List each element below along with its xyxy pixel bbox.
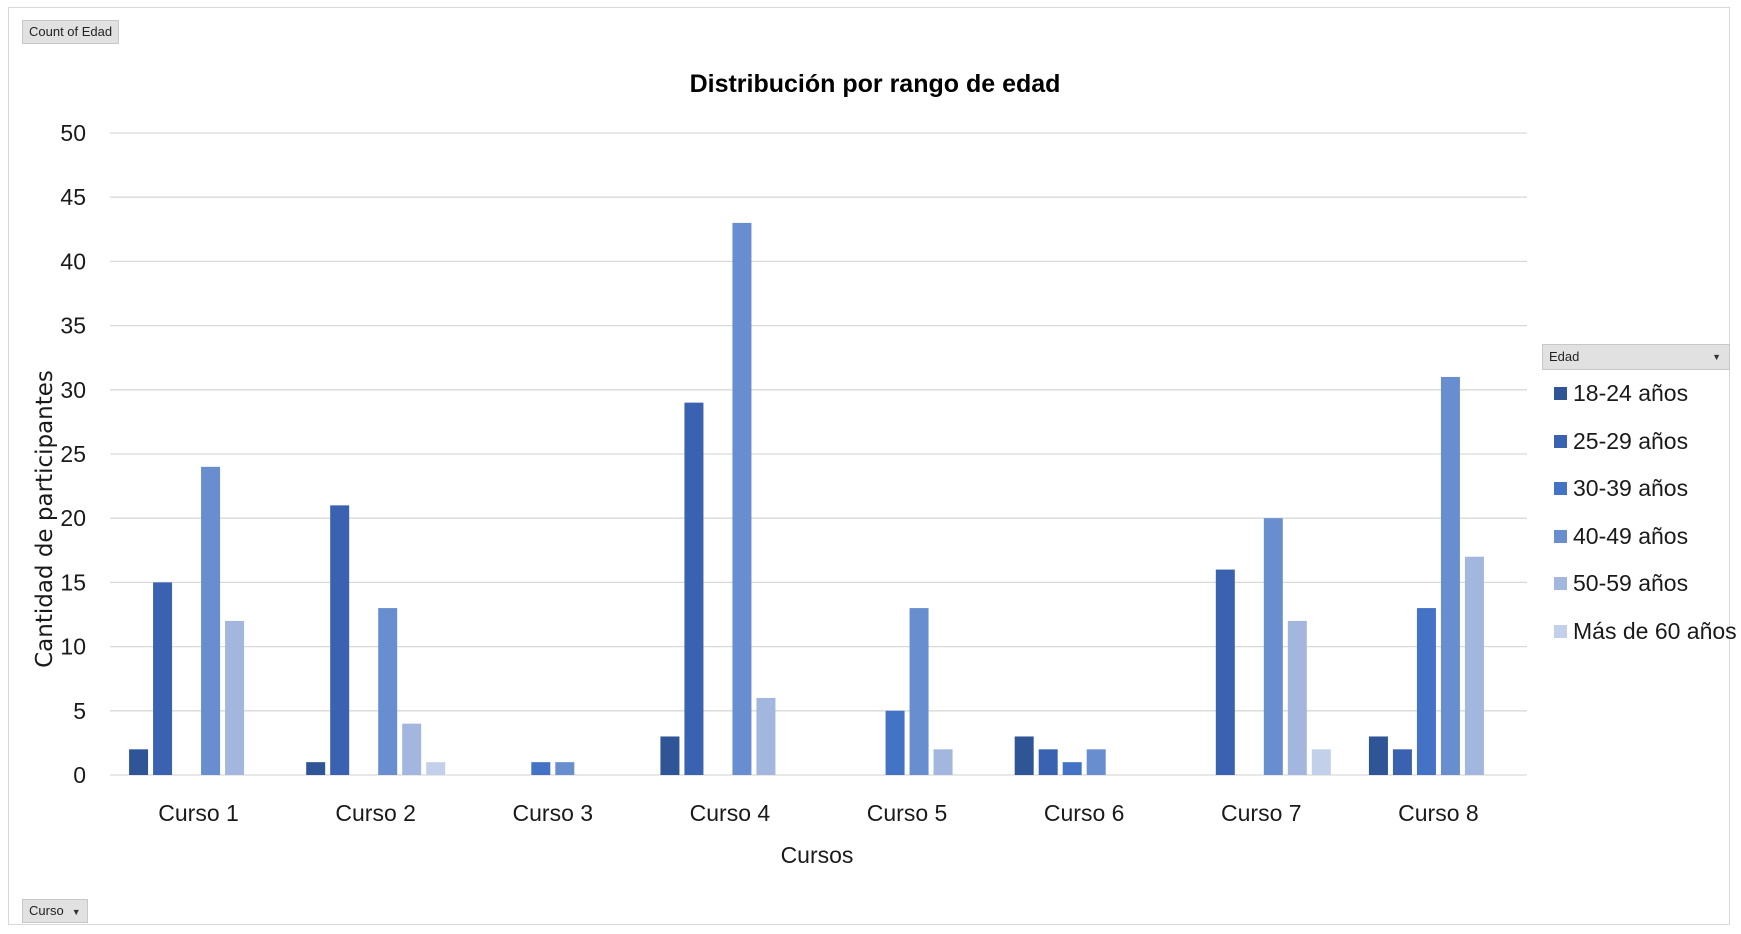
bar-7-5	[1287, 620, 1307, 775]
y-tick-label: 25	[60, 441, 86, 467]
legend-swatch	[1554, 577, 1567, 591]
row-field-label: Curso	[29, 903, 64, 918]
chevron-down-icon[interactable]: ▼	[1712, 352, 1721, 362]
bar-2-6	[426, 762, 446, 775]
gridlines	[110, 132, 1527, 776]
bar-2-5	[402, 723, 422, 775]
y-tick-label: 50	[60, 120, 86, 146]
bar-1-1	[129, 749, 149, 775]
legend-swatch	[1554, 624, 1567, 638]
bar-2-1	[306, 762, 326, 775]
legend-label: Más de 60 años	[1573, 617, 1737, 644]
x-tick-label: Curso 7	[1221, 800, 1302, 826]
legend-label: 25-29 años	[1573, 427, 1689, 454]
bar-4-2	[684, 402, 704, 775]
chevron-down-icon[interactable]: ▼	[71, 907, 81, 917]
legend-label: 30-39 años	[1573, 475, 1689, 502]
bar-7-2	[1215, 569, 1235, 775]
chart-frame	[8, 7, 1730, 925]
y-axis-ticks: 0 5 10 15 20 25 30 35 40 45 50	[60, 120, 86, 788]
y-tick-label: 45	[60, 184, 86, 210]
bar-4-1	[660, 736, 680, 775]
bar-7-6	[1311, 749, 1331, 775]
bar-4-5	[756, 697, 776, 775]
legend-item[interactable]: 40-49 años	[1542, 513, 1730, 561]
y-tick-label: 30	[60, 377, 86, 403]
bar-8-1	[1368, 736, 1388, 775]
bar-1-4	[201, 466, 221, 775]
y-tick-label: 0	[73, 762, 86, 788]
legend: Edad ▼ 18-24 años 25-29 años 30-39 años 40-…	[1542, 344, 1737, 656]
y-axis-label: Cantidad de participantes	[32, 370, 58, 668]
legend-item[interactable]: 18-24 años	[1542, 370, 1730, 418]
x-tick-label: Curso 8	[1398, 800, 1479, 826]
y-tick-label: 40	[60, 248, 86, 274]
bar-4-4	[732, 222, 752, 775]
x-tick-label: Curso 6	[1044, 800, 1125, 826]
legend-swatch	[1554, 387, 1567, 401]
x-tick-label: Curso 2	[335, 800, 416, 826]
legend-field-label: Edad	[1549, 349, 1580, 364]
row-field-button[interactable]: Curso ▼	[22, 899, 88, 923]
x-tick-label: Curso 5	[867, 800, 948, 826]
bar-5-4	[909, 608, 929, 775]
bar-8-4	[1440, 376, 1460, 775]
value-field-button[interactable]: Count of Edad	[22, 20, 120, 44]
legend-swatch	[1554, 529, 1567, 543]
legend-item[interactable]: 25-29 años	[1542, 418, 1730, 466]
x-axis-ticks: Curso 1 Curso 2 Curso 3 Curso 4 Curso 5 Curso…	[158, 800, 1478, 826]
legend-swatch	[1554, 434, 1567, 448]
bar-1-5	[225, 620, 245, 775]
y-tick-label: 35	[60, 313, 86, 339]
x-tick-label: Curso 3	[513, 800, 594, 826]
bar-8-2	[1392, 749, 1412, 775]
y-tick-label: 10	[60, 634, 86, 660]
bar-6-3	[1062, 762, 1082, 775]
x-tick-label: Curso 1	[158, 800, 239, 826]
bar-6-1	[1014, 736, 1034, 775]
bar-8-3	[1416, 608, 1436, 775]
value-field-label: Count of Edad	[29, 24, 113, 39]
x-axis-label: Cursos	[781, 842, 854, 868]
y-tick-label: 5	[73, 698, 86, 724]
bar-3-4	[555, 762, 575, 775]
legend-items: 18-24 años 25-29 años 30-39 años 40-49 años…	[1542, 370, 1737, 656]
y-tick-label: 20	[60, 505, 86, 531]
bar-2-4	[378, 608, 398, 775]
bar-5-5	[933, 749, 953, 775]
bar-1-2	[153, 582, 173, 775]
y-tick-label: 15	[60, 569, 86, 595]
bars	[129, 222, 1484, 775]
bar-6-4	[1086, 749, 1106, 775]
legend-item[interactable]: Más de 60 años	[1542, 608, 1737, 656]
chart-title: Distribución por rango de edad	[690, 70, 1061, 98]
legend-item[interactable]: 30-39 años	[1542, 465, 1730, 513]
legend-label: 40-49 años	[1573, 522, 1689, 549]
bar-5-3	[885, 710, 905, 775]
legend-label: 50-59 años	[1573, 570, 1689, 597]
legend-item[interactable]: 50-59 años	[1542, 560, 1730, 608]
bar-6-2	[1038, 749, 1058, 775]
bar-3-3	[531, 762, 551, 775]
x-tick-label: Curso 4	[690, 800, 771, 826]
bar-2-2	[330, 505, 350, 775]
legend-field-button[interactable]: Edad ▼	[1542, 344, 1730, 370]
legend-swatch	[1554, 482, 1567, 496]
bar-8-5	[1464, 556, 1484, 775]
bar-7-4	[1263, 518, 1283, 775]
legend-label: 18-24 años	[1573, 380, 1689, 407]
